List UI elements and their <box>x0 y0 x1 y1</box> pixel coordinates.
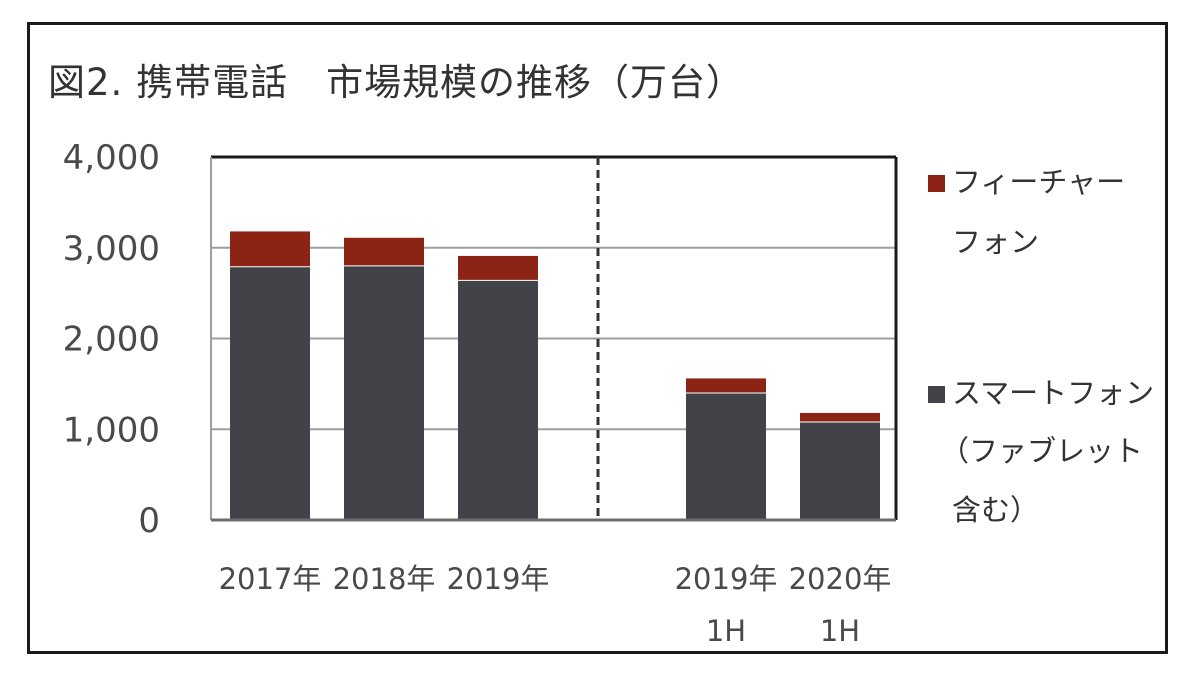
legend-label-feature-phone-line1: フィーチャー <box>952 165 1126 199</box>
legend-label-feature-phone-line2: フォン <box>952 225 1040 259</box>
bar-feature-phone <box>230 231 310 267</box>
bar-feature-phone <box>344 237 424 266</box>
bar-smartphone <box>800 421 880 520</box>
bar-feature-phone <box>800 412 880 422</box>
x-tick-label: 1H <box>706 614 746 648</box>
y-tick-label: 0 <box>138 501 160 541</box>
bar-smartphone <box>230 266 310 520</box>
bar-feature-phone <box>458 255 538 281</box>
x-tick-label: 2019年 <box>675 562 778 596</box>
x-tick-label: 2019年 <box>447 562 550 596</box>
y-tick-label: 3,000 <box>63 229 160 269</box>
bar-smartphone <box>344 265 424 520</box>
legend-label-smartphone-line3: 含む） <box>952 493 1040 527</box>
x-tick-label: 2017年 <box>219 562 322 596</box>
y-tick-label: 2,000 <box>63 320 160 360</box>
legend-swatch-smartphone <box>928 386 945 403</box>
bar-smartphone <box>458 280 538 520</box>
x-tick-label: 1H <box>820 614 860 648</box>
bar-feature-phone <box>686 378 766 393</box>
bar-smartphone <box>686 392 766 520</box>
legend-label-smartphone-line1: スマートフォン <box>952 376 1155 410</box>
chart-title: 図2. 携帯電話 市場規模の推移（万台） <box>48 61 745 104</box>
x-tick-label: 2018年 <box>333 562 436 596</box>
x-tick-label: 2020年 <box>789 562 892 596</box>
legend-swatch-feature-phone <box>928 175 945 192</box>
y-tick-label: 4,000 <box>63 138 160 178</box>
y-tick-label: 1,000 <box>63 410 160 450</box>
legend-label-smartphone-line2: （ファブレット <box>940 434 1144 468</box>
